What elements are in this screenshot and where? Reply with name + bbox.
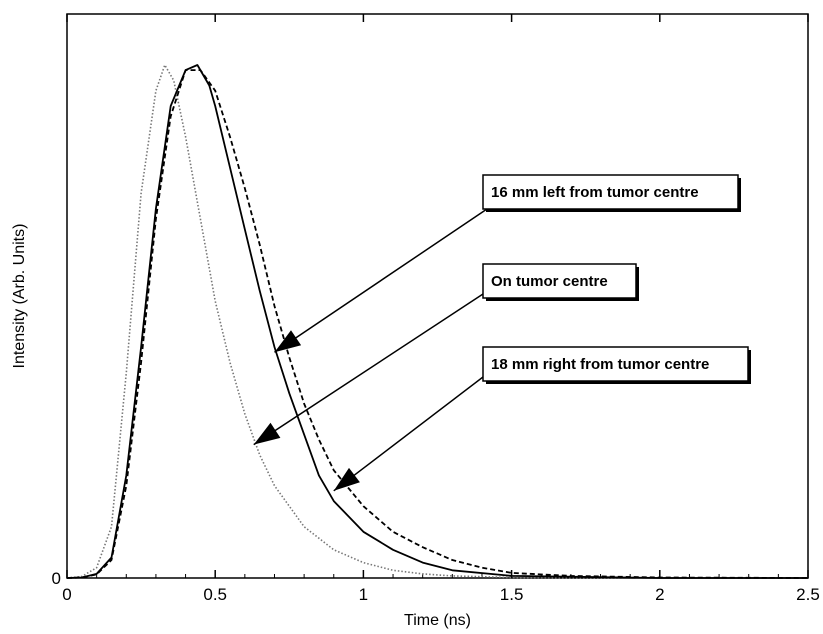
- x-tick-label: 2: [655, 585, 664, 604]
- x-tick-label: 1.5: [500, 585, 524, 604]
- callout-arrow-line: [274, 208, 488, 353]
- callout-label: On tumor centre: [491, 273, 608, 290]
- y-tick-label: 0: [52, 569, 61, 588]
- callout-arrowhead: [333, 467, 360, 491]
- callout-label: 16 mm left from tumor centre: [491, 184, 699, 201]
- y-axis-title: Intensity (Arb. Units): [11, 224, 28, 369]
- callout-arrow-line: [333, 376, 484, 492]
- callout-arrow-line: [253, 293, 484, 446]
- x-tick-label: 1: [359, 585, 368, 604]
- series-line-2: [66, 64, 808, 579]
- callout-arrowhead: [274, 330, 302, 353]
- callout-box: [482, 263, 637, 299]
- x-tick-label: 0.5: [203, 585, 227, 604]
- callout-box: [482, 174, 739, 210]
- x-axis-title: Time (ns): [404, 612, 471, 629]
- series-line-1: [66, 64, 808, 579]
- callout-box: [482, 346, 749, 382]
- x-tick-label: 0: [62, 585, 71, 604]
- series-line-3: [66, 69, 809, 579]
- callout-label: 18 mm right from tumor centre: [491, 356, 709, 373]
- callout-arrowhead: [253, 422, 281, 445]
- plot-frame: [66, 13, 809, 579]
- x-tick-label: 2.5: [796, 585, 820, 604]
